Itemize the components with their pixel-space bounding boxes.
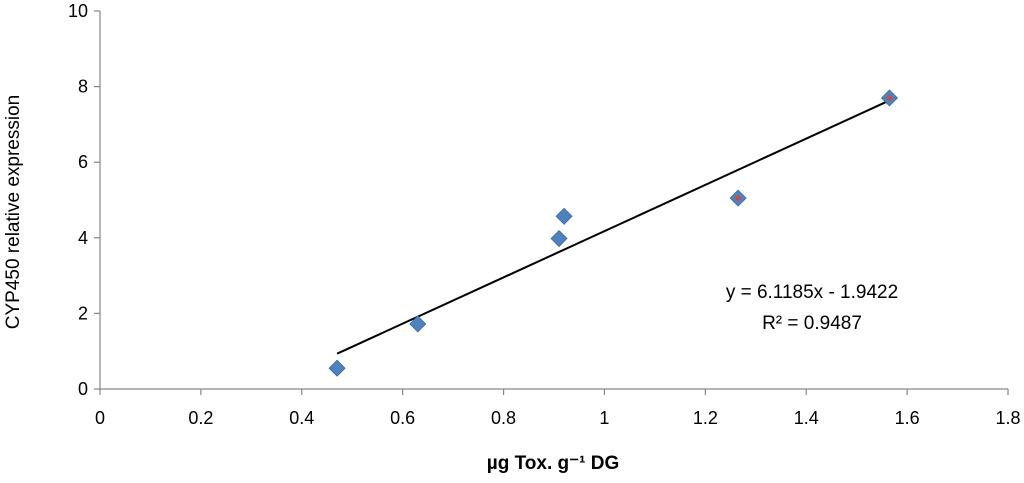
y-ticks: 0 2 4 6 8 10 xyxy=(68,1,100,399)
data-points xyxy=(328,89,899,377)
trendline-equation: y = 6.1185x - 1.9422 xyxy=(726,282,898,303)
x-tick-label: 1.4 xyxy=(794,408,819,428)
trendline xyxy=(336,99,890,355)
x-tick-label: 0 xyxy=(95,408,105,428)
x-tick-label: 0.2 xyxy=(188,408,213,428)
data-point-marker xyxy=(885,94,893,102)
y-tick-label: 4 xyxy=(78,228,88,248)
x-tick-label: 1.8 xyxy=(995,408,1020,428)
x-ticks: 0 0.2 0.4 0.6 0.8 1 1.2 1.4 1.6 1.8 xyxy=(95,389,1021,428)
data-point xyxy=(550,229,568,248)
x-tick-label: 0.8 xyxy=(491,408,516,428)
x-tick-label: 1.2 xyxy=(693,408,718,428)
y-tick-label: 10 xyxy=(68,1,88,21)
data-point xyxy=(555,207,573,225)
x-tick-label: 1 xyxy=(599,408,609,428)
x-tick-label: 0.6 xyxy=(390,408,415,428)
y-tick-label: 0 xyxy=(78,379,88,399)
x-axis-title: µg Tox. g⁻¹ DG xyxy=(487,453,620,474)
data-point xyxy=(328,359,346,377)
x-tick-label: 0.4 xyxy=(289,408,314,428)
y-axis-title: CYP450 relative expression xyxy=(3,95,24,329)
y-tick-label: 2 xyxy=(78,303,88,323)
data-point xyxy=(409,315,427,333)
y-tick-label: 8 xyxy=(78,77,88,97)
x-tick-label: 1.6 xyxy=(895,408,920,428)
y-tick-label: 6 xyxy=(78,152,88,172)
r-squared-label: R² = 0.9487 xyxy=(762,313,862,334)
data-point-marker xyxy=(734,194,742,202)
axes xyxy=(99,11,1008,390)
